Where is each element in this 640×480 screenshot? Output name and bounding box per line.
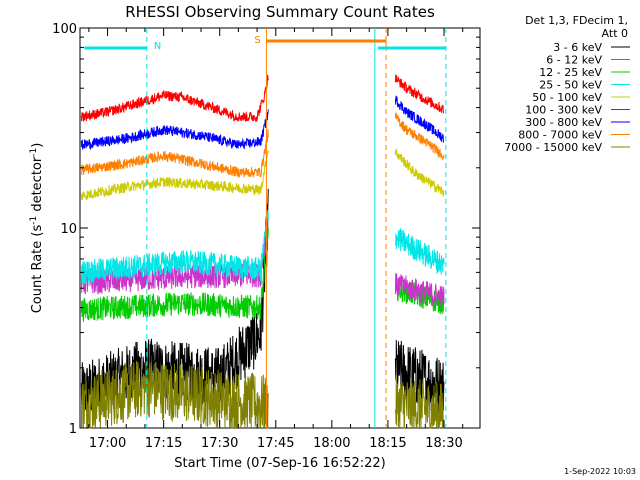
y-tick-label-0: 1 [69, 422, 77, 437]
series-line-0-segment-0 [80, 188, 269, 416]
legend-label-1: 6 - 12 keV [546, 54, 602, 67]
x-tick-label-0: 17:00 [89, 436, 126, 451]
series-line-5-segment-0 [80, 74, 269, 122]
y-tick-label-1: 10 [60, 222, 77, 237]
x-tick-label-5: 18:15 [369, 436, 406, 451]
y-label-exp-1: -1 [29, 216, 39, 225]
series-line-8-segment-1 [394, 374, 444, 429]
annotation-n: N [154, 41, 161, 52]
legend-label-4: 50 - 100 keV [532, 91, 602, 104]
series-line-7-segment-0 [81, 129, 269, 178]
y-label-close: ) [30, 143, 45, 148]
legend-label-0: 3 - 6 keV [553, 41, 602, 54]
series-line-4-segment-1 [394, 149, 445, 197]
y-tick-label-2: 100 [52, 22, 77, 37]
legend-label-2: 12 - 25 keV [539, 66, 602, 79]
y-label-tail: detector [30, 156, 45, 216]
y-label-main: Count Rate (s [30, 225, 45, 314]
legend-label-3: 25 - 50 keV [539, 79, 602, 92]
x-axis-label: Start Time (07-Sep-16 16:52:22) [174, 456, 385, 471]
series-line-1-segment-1 [394, 273, 445, 308]
series-line-3-segment-0 [80, 209, 269, 285]
footer-date: 1-Sep-2022 10:03 [564, 467, 636, 476]
x-tick-label-3: 17:45 [257, 436, 294, 451]
x-tick-label-1: 17:15 [145, 436, 182, 451]
series-line-3-segment-1 [394, 228, 445, 275]
chart-title: RHESSI Observing Summary Count Rates [125, 3, 435, 21]
legend-label-8: 7000 - 15000 keV [504, 141, 602, 154]
legend-label-6: 300 - 800 keV [525, 116, 602, 129]
annotation-s: S [254, 35, 260, 46]
plot-area: NS [80, 28, 447, 430]
legend-label-7: 800 - 7000 keV [518, 129, 602, 142]
series-line-6-segment-1 [394, 95, 445, 144]
x-tick-label-2: 17:30 [201, 436, 238, 451]
axes: 17:00 17:15 17:30 17:45 18:00 18:15 18:30 1 10 10… [52, 22, 480, 451]
y-label-exp-2: -1 [29, 148, 39, 157]
series-line-7-segment-1 [394, 112, 445, 160]
x-tick-label-4: 18:00 [313, 436, 350, 451]
series-line-8-segment-0 [80, 359, 269, 430]
x-tick-label-6: 18:30 [425, 436, 462, 451]
legend-header-1: Att 0 [602, 27, 628, 40]
series-line-5-segment-1 [394, 74, 445, 115]
legend-label-5: 100 - 300 keV [525, 104, 602, 117]
legend-header-0: Det 1,3, FDecim 1, [525, 14, 628, 27]
series-line-2-segment-0 [80, 223, 269, 322]
series-line-6-segment-0 [80, 109, 269, 151]
y-axis-label: Count Rate (s-1 detector-1) [29, 143, 45, 314]
series-line-4-segment-0 [80, 150, 269, 200]
series-line-2-segment-1 [394, 276, 445, 315]
series-line-0-segment-1 [394, 339, 445, 416]
